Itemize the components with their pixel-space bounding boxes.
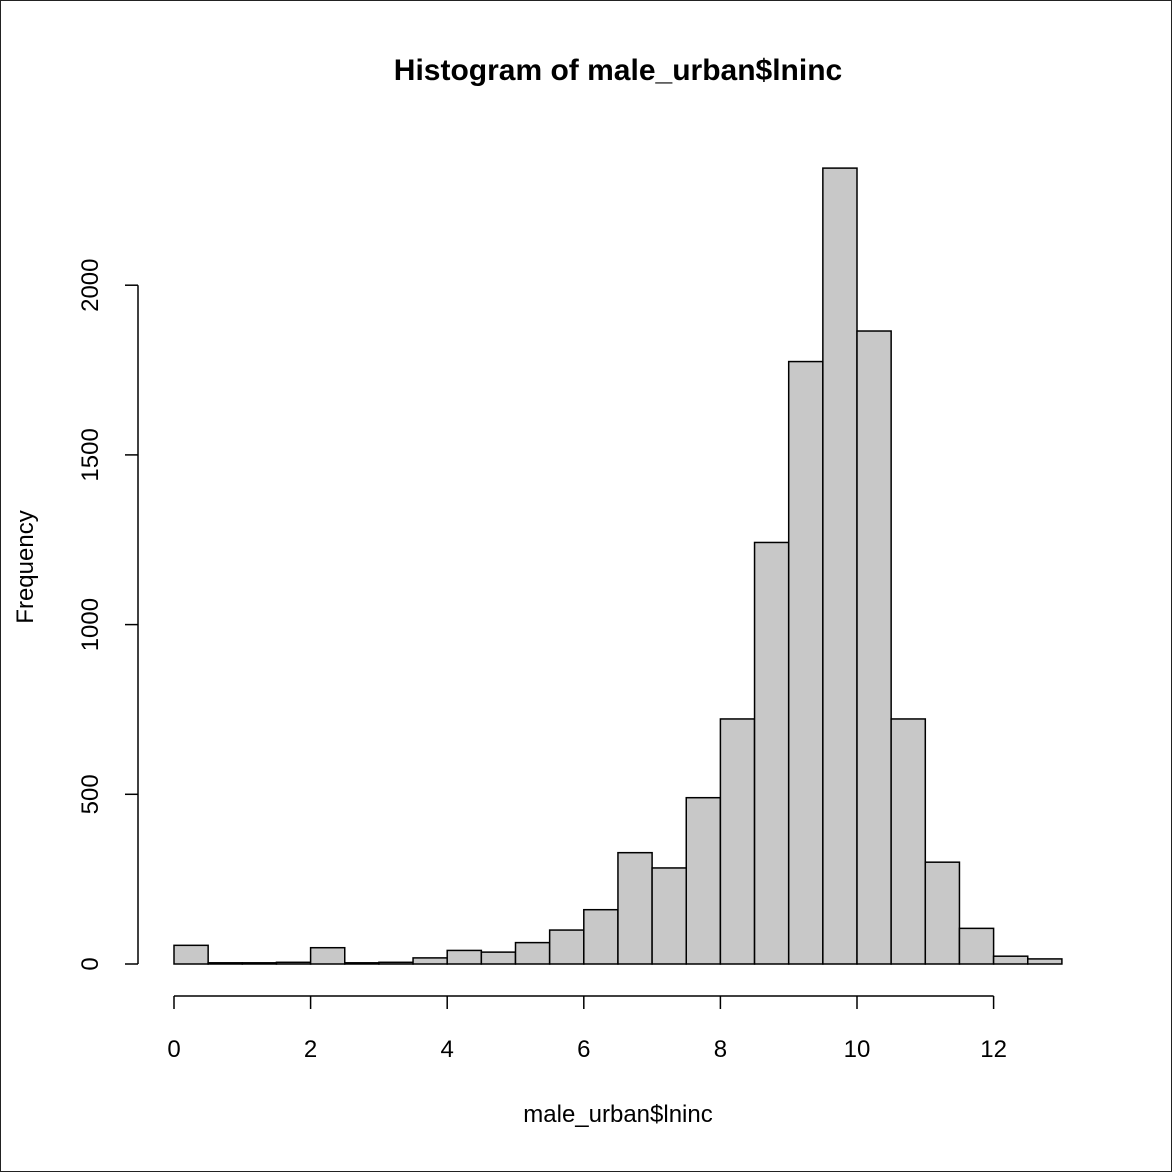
histogram-bar (822, 167, 858, 965)
histogram-bar (1027, 958, 1063, 965)
histogram-bar (617, 851, 653, 965)
y-axis: 0 500 1000 1500 2000 (77, 259, 139, 971)
x-axis: 0 2 4 6 8 10 12 (167, 995, 1007, 1063)
histogram-bar (173, 944, 209, 965)
histogram-bar (753, 541, 790, 965)
histogram-bar (480, 951, 517, 965)
histogram-bar (344, 962, 380, 965)
histogram-bar (412, 957, 448, 965)
histogram-bar (378, 961, 414, 965)
histogram-bar (207, 962, 244, 965)
bars-group (173, 167, 1063, 965)
histogram-bar (924, 861, 961, 965)
histogram-bar (548, 929, 585, 965)
x-axis-label: male_urban$lninc (523, 1101, 712, 1128)
y-tick-label: 500 (77, 774, 104, 814)
x-tick-label: 6 (577, 1036, 590, 1063)
histogram-bar (958, 927, 995, 965)
histogram-bar (787, 360, 824, 965)
y-tick-label: 2000 (77, 259, 104, 312)
histogram-bar (890, 718, 927, 965)
x-tick-label: 10 (844, 1036, 871, 1063)
y-axis-label: Frequency (12, 510, 39, 623)
histogram-bar (856, 330, 892, 965)
histogram-bar (446, 949, 483, 965)
y-tick-label: 0 (77, 957, 104, 970)
histogram-bar (309, 946, 346, 965)
x-tick-label: 2 (304, 1036, 317, 1063)
histogram-bar (514, 941, 551, 965)
histogram-bar (651, 867, 687, 965)
histogram-bar (685, 796, 722, 965)
histogram-bar (275, 961, 312, 965)
chart-title: Histogram of male_urban$lninc (394, 54, 842, 87)
histogram-bar (992, 955, 1029, 965)
x-tick-label: 0 (167, 1036, 180, 1063)
x-tick-label: 8 (714, 1036, 727, 1063)
y-tick-label: 1500 (77, 428, 104, 481)
x-tick-label: 4 (441, 1036, 454, 1063)
histogram-bar (583, 908, 619, 965)
histogram-bar (719, 718, 756, 965)
histogram-bar (241, 962, 278, 965)
x-tick-label: 12 (980, 1036, 1007, 1063)
y-tick-label: 1000 (77, 598, 104, 651)
